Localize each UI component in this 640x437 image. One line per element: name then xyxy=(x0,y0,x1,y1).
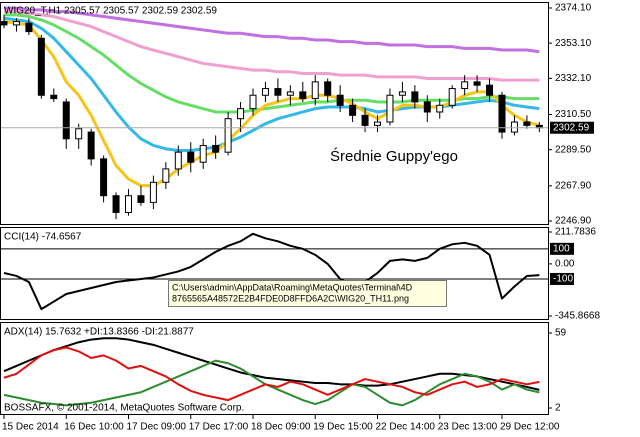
adx-title: ADX(14) 15.7632 +DI:13.8366 -DI:21.8877 xyxy=(4,327,194,338)
candle-body xyxy=(25,22,33,33)
candle-body xyxy=(374,121,381,126)
y-tick-label: 2310.50 xyxy=(555,109,592,120)
x-tick-label: 18 Dec 09:00 xyxy=(251,422,311,433)
candle-body xyxy=(386,94,394,123)
candle-body xyxy=(486,84,494,96)
candle-body xyxy=(336,94,344,106)
y-tick-label: -345.8668 xyxy=(555,311,600,322)
y-tick-label: 2246.90 xyxy=(555,216,592,227)
y-tick-label: 59 xyxy=(555,328,567,339)
x-tick-label: 15 Dec 2014 xyxy=(2,422,59,433)
candle-body xyxy=(12,21,20,26)
level-box xyxy=(550,242,574,255)
plot-layer: 2374.10 2353.10 2332.10 2310.50 2289.50 2267.… xyxy=(0,3,600,433)
candle-body xyxy=(448,88,456,106)
y-tick-label: 2289.50 xyxy=(555,144,592,155)
last-price-box xyxy=(550,121,594,134)
level-box xyxy=(550,272,574,285)
frames xyxy=(0,2,549,415)
candle-body xyxy=(87,131,95,160)
candle-body xyxy=(50,94,58,100)
candle-body xyxy=(324,81,332,96)
candle-body xyxy=(37,37,45,96)
candle-body xyxy=(299,91,307,100)
candle-body xyxy=(100,158,108,197)
y-tick-label: 2353.10 xyxy=(555,38,592,49)
x-tick-label: 17 Dec 17:00 xyxy=(189,422,249,433)
candle-body xyxy=(361,114,369,126)
x-tick-label: 19 Dec 15:00 xyxy=(313,422,373,433)
candle-body xyxy=(112,195,120,213)
series-line xyxy=(3,359,540,407)
candle-body xyxy=(510,121,518,133)
candle-body xyxy=(125,195,132,213)
y-tick-label: 0.00 xyxy=(555,259,575,270)
y-tick-label: 2374.10 xyxy=(555,3,592,14)
candle-body xyxy=(137,195,145,203)
candle-body xyxy=(461,81,469,90)
candle-body xyxy=(349,104,357,116)
y-tick-label: 2267.90 xyxy=(555,180,592,191)
candle-body xyxy=(62,101,70,140)
candle-body xyxy=(274,88,282,96)
candle-body xyxy=(436,104,444,113)
candle-body xyxy=(411,91,419,103)
candle-body xyxy=(162,168,170,183)
cci-title: CCI(14) -74.6567 xyxy=(4,232,82,243)
candle-body xyxy=(523,121,531,126)
tooltip-line: C:\Users\admin\AppData\Roaming\MetaQuote… xyxy=(172,282,413,292)
candle-body xyxy=(224,118,232,153)
y-tick-label: 2 xyxy=(555,403,561,414)
candle-body xyxy=(423,101,431,113)
candle-body xyxy=(237,108,245,120)
candle-body xyxy=(286,91,294,96)
x-tick-label: 17 Dec 09:00 xyxy=(127,422,187,433)
y-tick-label: 2332.10 xyxy=(555,73,592,84)
tooltip-box xyxy=(168,280,447,307)
candle-body xyxy=(473,81,481,86)
tooltip: C:\Users\admin\AppData\Roaming\MetaQuote… xyxy=(168,280,447,307)
cci-pane-frame xyxy=(0,227,549,320)
price-title: WIG20_T,H1 2305.57 2305.57 2302.59 2302.… xyxy=(4,6,217,17)
candle-body xyxy=(75,128,83,140)
level-label: -100 xyxy=(553,274,573,285)
candle-body xyxy=(398,91,406,96)
x-tick-label: 16 Dec 10:00 xyxy=(64,422,124,433)
watermark: BOSSAFX, © 2001-2014, MetaQuotes Softwar… xyxy=(4,403,244,414)
candle-body xyxy=(249,94,257,110)
adx-pane-frame xyxy=(0,322,549,415)
x-tick-label: 23 Dec 13:00 xyxy=(438,422,498,433)
series-line xyxy=(3,346,540,402)
series-line xyxy=(3,337,540,391)
candle-body xyxy=(0,21,8,26)
tooltip-line: 8765565A48572E2B4FDE0D8FFD6A2C\WIG20_TH1… xyxy=(172,293,409,303)
series-line xyxy=(3,232,540,311)
y-tick-label: 211.7836 xyxy=(555,227,596,238)
candle-body xyxy=(212,144,220,153)
x-tick-label: 22 Dec 14:00 xyxy=(376,422,436,433)
annotation: Średnie Guppy'ego xyxy=(330,147,458,165)
candle-body xyxy=(149,181,157,203)
candle-body xyxy=(498,94,506,133)
series-line xyxy=(4,10,540,82)
candle-body xyxy=(261,88,269,96)
price-pane-frame xyxy=(0,2,549,225)
candle-body xyxy=(199,144,207,163)
last-price-label: 2302.59 xyxy=(553,122,590,133)
series-line xyxy=(4,6,540,54)
candle-body xyxy=(174,151,182,170)
candle-body xyxy=(187,151,195,163)
candle-body xyxy=(311,81,319,100)
x-tick-label: 29 Dec 12:00 xyxy=(500,422,560,433)
level-label: 100 xyxy=(553,243,570,254)
